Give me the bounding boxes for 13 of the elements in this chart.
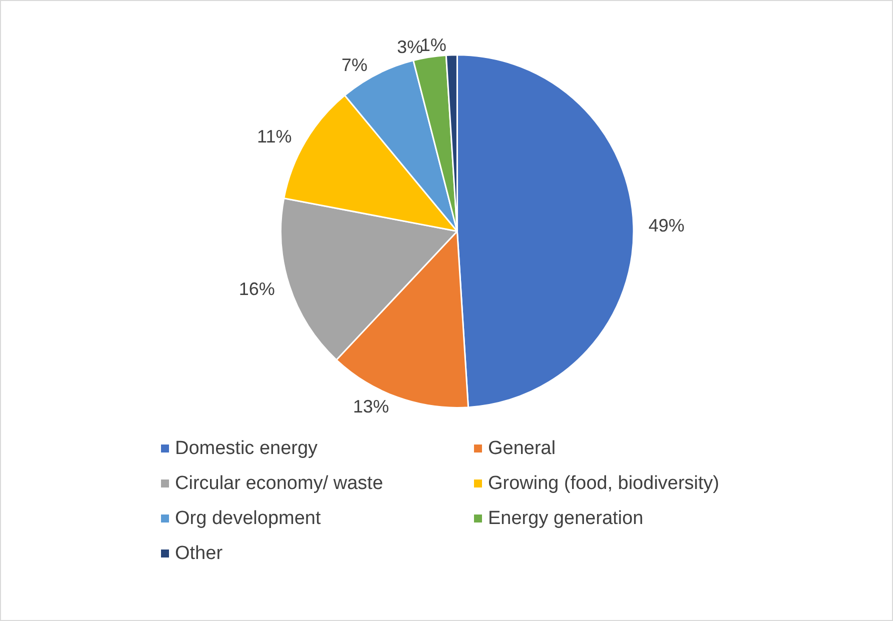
data-label: 11% (257, 126, 292, 146)
legend-label: Org development (175, 508, 322, 529)
legend-label: Circular economy/ waste (175, 473, 384, 494)
legend-label: Growing (food, biodiversity) (488, 473, 720, 494)
legend-label: Other (175, 543, 224, 564)
legend-label: Energy generation (488, 508, 644, 529)
data-label: 16% (238, 278, 275, 299)
legend-label: General (488, 438, 556, 459)
data-label: 13% (353, 396, 390, 417)
data-label: 49% (648, 215, 685, 236)
data-label: 7% (342, 55, 368, 76)
data-label: 3% (397, 37, 424, 58)
legend-label: Domestic energy (175, 438, 318, 459)
